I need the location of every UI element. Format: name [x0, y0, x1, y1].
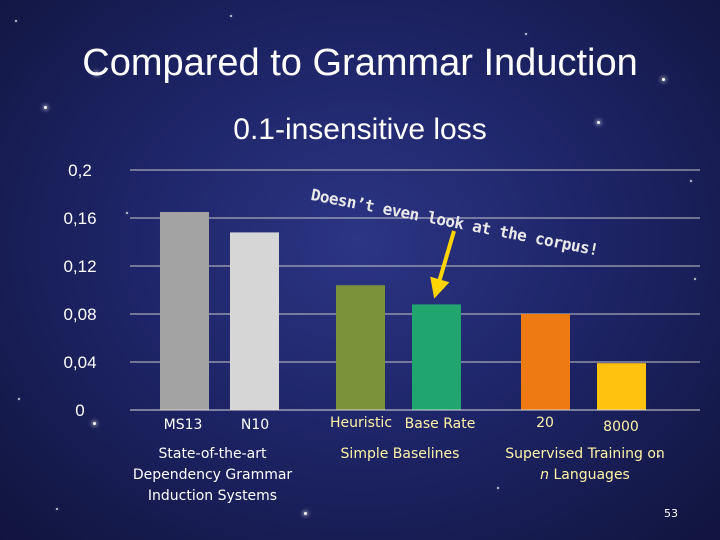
- y-tick-label: 0,12: [63, 257, 96, 276]
- star: [230, 15, 232, 17]
- category-label: Base Rate: [405, 416, 476, 432]
- y-tick-label: 0,2: [68, 161, 92, 180]
- bar: [597, 363, 646, 410]
- star: [690, 180, 692, 182]
- bar: [160, 212, 209, 410]
- group-label-state-of-the-art: State-of-the-art Dependency Grammar Indu…: [132, 446, 293, 504]
- star: [694, 278, 696, 280]
- bar: [336, 285, 385, 410]
- y-tick-label: 0,08: [63, 305, 96, 324]
- group-label-prefix: Supervised Training on: [505, 446, 665, 462]
- star: [662, 78, 665, 81]
- chart-title: 0.1-insensitive loss: [233, 113, 487, 146]
- star: [126, 212, 128, 214]
- star: [15, 20, 17, 22]
- slide-title: Compared to Grammar Induction: [82, 42, 638, 84]
- category-label: 20: [536, 415, 554, 431]
- bar: [521, 314, 570, 410]
- bar: [412, 304, 461, 410]
- star: [95, 72, 98, 75]
- star: [93, 422, 96, 425]
- category-label: N10: [241, 417, 269, 433]
- group-label-suffix: Languages: [549, 467, 630, 483]
- annotation-arrow: [430, 230, 456, 299]
- star: [56, 508, 58, 510]
- star: [597, 121, 600, 124]
- star: [658, 455, 660, 457]
- y-tick-label: 0: [75, 401, 84, 420]
- star: [44, 106, 47, 109]
- star: [497, 487, 499, 489]
- page-number: 53: [664, 507, 678, 520]
- group-label-supervised: Supervised Training on n Languages: [500, 444, 670, 486]
- category-label: MS13: [164, 417, 203, 433]
- star: [18, 398, 20, 400]
- y-tick-label: 0,04: [63, 353, 96, 372]
- star: [525, 33, 527, 35]
- group-label-n: n: [540, 467, 550, 483]
- category-label: Heuristic: [330, 415, 392, 431]
- y-tick-label: 0,16: [63, 209, 96, 228]
- bar: [230, 232, 279, 410]
- star: [304, 512, 307, 515]
- category-label: 8000: [603, 419, 639, 435]
- group-label-baselines: Simple Baselines: [340, 446, 460, 462]
